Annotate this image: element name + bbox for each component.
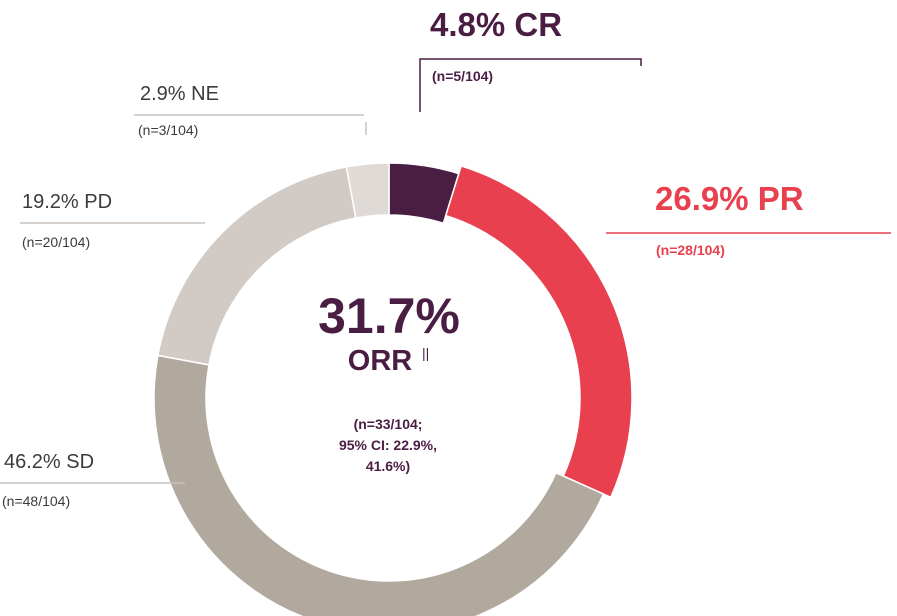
donut-slice-ne: [345, 162, 390, 219]
sd-count-label: (n=48/104): [2, 493, 70, 509]
center-detail-line-3: 41.6%): [366, 458, 410, 474]
center-detail-line-2: 95% CI: 22.9%,: [339, 437, 437, 453]
cr-percent-label: 4.8% CR: [430, 6, 562, 43]
pd-percent-label: 19.2% PD: [22, 191, 112, 213]
sd-percent-label: 46.2% SD: [4, 451, 94, 473]
cr-count-label: (n=5/104): [432, 68, 493, 84]
pd-count-label: (n=20/104): [22, 234, 90, 250]
center-detail-line-1: (n=33/104;: [354, 416, 423, 432]
center-orr-label: ORR: [348, 345, 413, 377]
center-orr-value: 31.7%: [318, 288, 460, 344]
donut-slice-pr: [444, 165, 633, 499]
leader-line-cr: [419, 58, 642, 112]
ne-percent-label: 2.9% NE: [140, 83, 219, 105]
center-orr-superscript: ||: [422, 345, 429, 361]
donut-slices: [153, 162, 633, 616]
pr-count-label: (n=28/104): [656, 242, 725, 258]
ne-count-label: (n=3/104): [138, 122, 198, 138]
pr-percent-label: 26.9% PR: [655, 180, 804, 217]
donut-slice-sd: [153, 354, 605, 616]
leader-lines: [0, 58, 891, 484]
